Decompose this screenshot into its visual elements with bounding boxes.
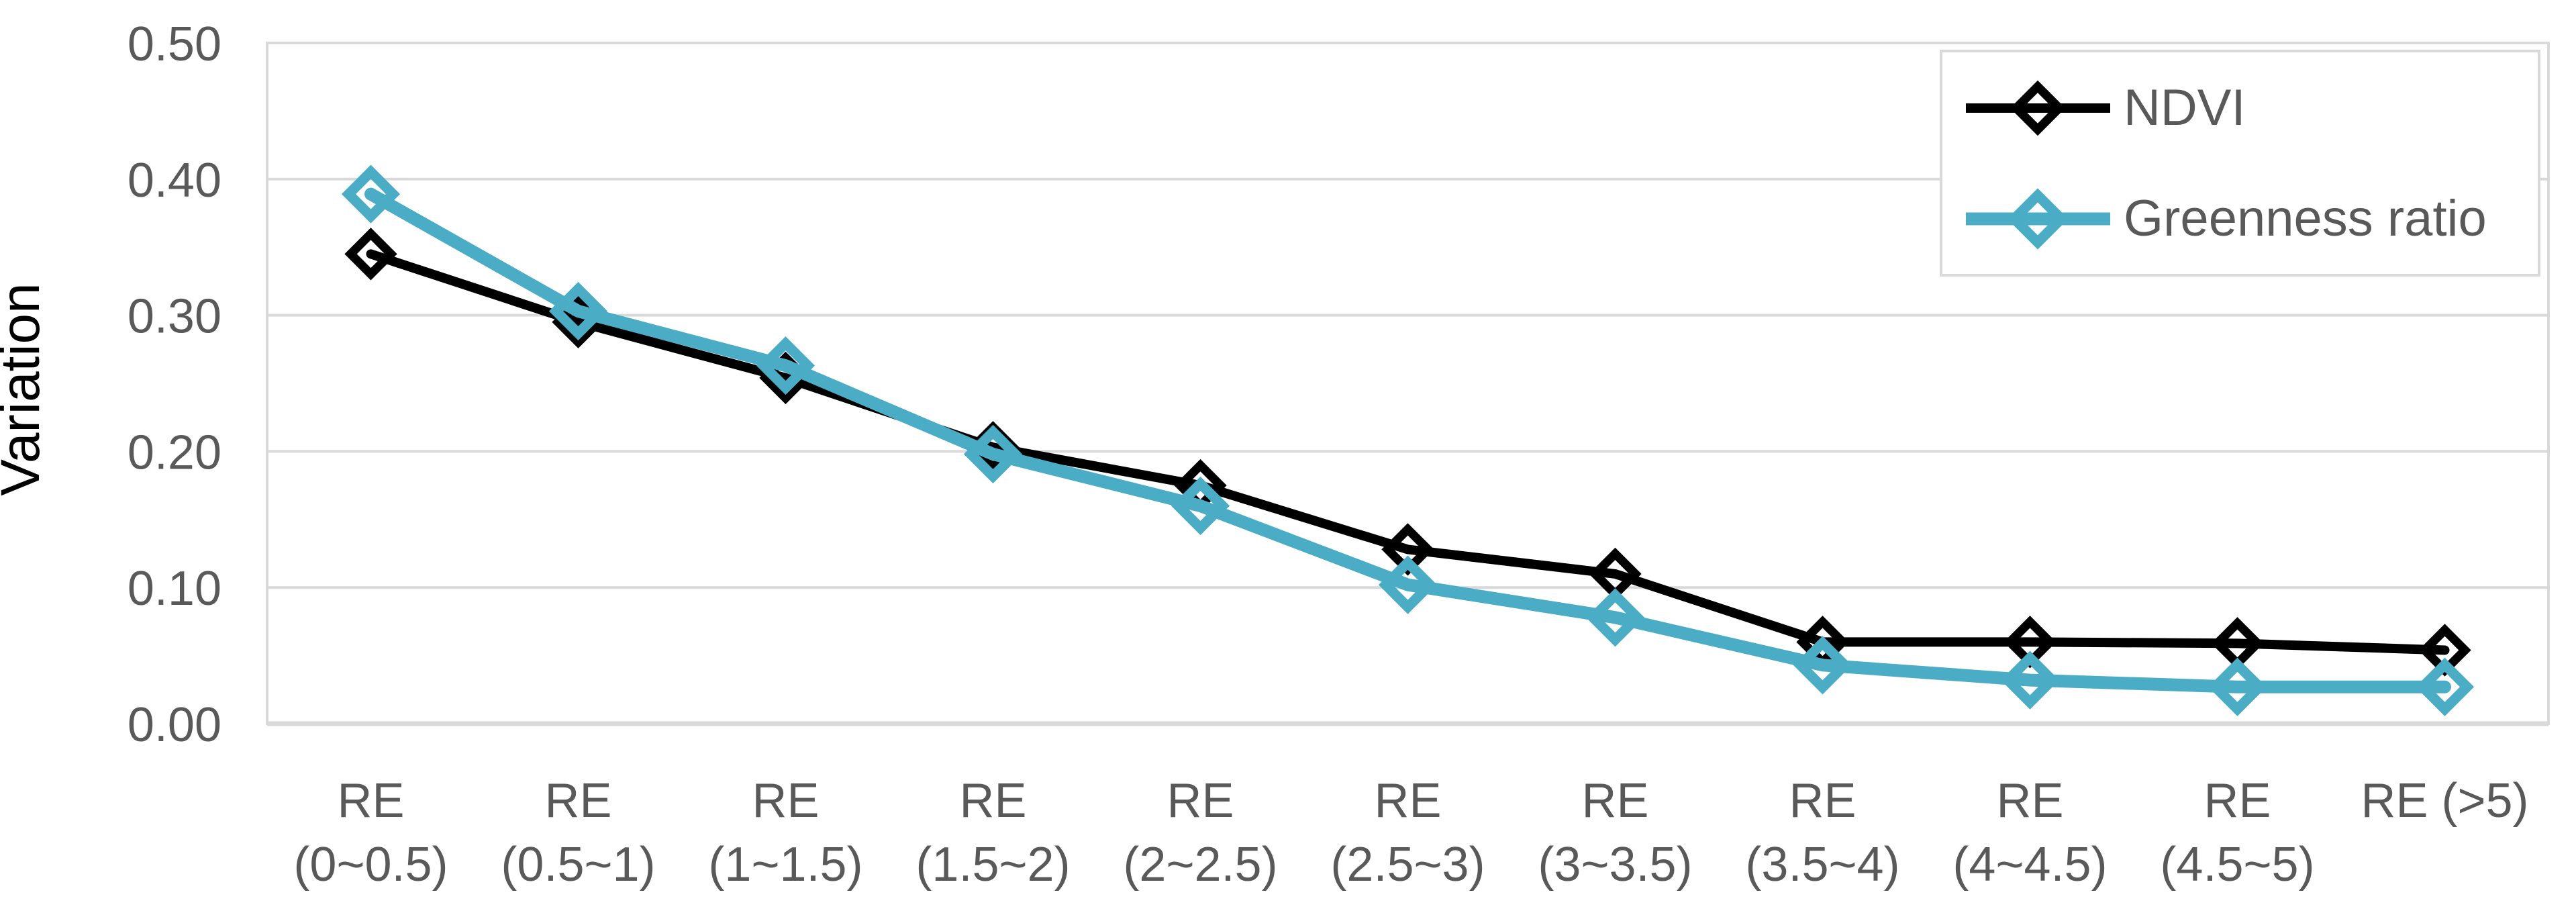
greenness-ratio-marker (963, 424, 1023, 484)
greenness-ratio-marker (341, 164, 401, 224)
axis-layer: 0.00 0.10 0.20 0.30 0.40 0.50 RE (0~0.5) RE (0.5~… (128, 17, 2529, 892)
x-tick-label: RE (2~2.5) (1123, 774, 1277, 892)
x-tick-label: RE (4~4.5) (1952, 774, 2107, 892)
y-tick-label: 0.00 (128, 698, 221, 752)
x-tick-label: RE (>5) (2361, 774, 2528, 828)
greenness-ratio-marker (1171, 476, 1230, 536)
greenness-ratio-marker (548, 281, 608, 341)
ndvi-marker (344, 228, 397, 281)
legend: NDVI Greenness ratio (1940, 50, 2540, 277)
greenness-ratio-marker (756, 336, 815, 395)
series-layer (341, 164, 2475, 716)
grid-layer (266, 42, 2550, 726)
greenness-ratio-marker (1585, 588, 1645, 647)
x-tick-label: RE (0.5~1) (501, 774, 655, 892)
greenness-ratio-marker (2415, 657, 2475, 716)
y-tick-label: 0.30 (128, 290, 221, 344)
x-tick-label: RE (3~3.5) (1538, 774, 1692, 892)
greenness-ratio-marker (1378, 555, 1438, 614)
greenness-ratio-marker (1793, 636, 1852, 695)
ndvi-line-sample (1966, 80, 2110, 136)
plot-border (266, 42, 2550, 725)
legend-entry-greenness-ratio: Greenness ratio (1942, 182, 2538, 256)
x-tick-label: RE (4.5~5) (2160, 774, 2314, 892)
y-tick-label: 0.10 (128, 562, 221, 616)
x-tick-label: RE (0~0.5) (293, 774, 448, 892)
greenness-ratio-marker (2000, 651, 2060, 710)
legend-label-greenness-ratio: Greenness ratio (2124, 190, 2487, 247)
y-tick-label: 0.40 (128, 154, 221, 207)
greenness-ratio-line-sample (1966, 187, 2110, 250)
greenness-ratio-line (364, 187, 2451, 693)
x-tick-label: RE (2.5~3) (1330, 774, 1485, 892)
y-axis-title: Variation (0, 283, 51, 496)
x-tick-label: RE (1.5~2) (915, 774, 1070, 892)
y-tick-label: 0.50 (128, 17, 221, 71)
legend-entry-ndvi: NDVI (1942, 71, 2538, 145)
greenness-ratio-marker (2208, 657, 2267, 716)
ndvi-line (366, 249, 2450, 655)
y-tick-label: 0.20 (128, 426, 221, 479)
x-tick-label: RE (1~1.5) (708, 774, 862, 892)
x-tick-label: RE (3.5~4) (1745, 774, 1899, 892)
legend-label-ndvi: NDVI (2124, 79, 2246, 136)
